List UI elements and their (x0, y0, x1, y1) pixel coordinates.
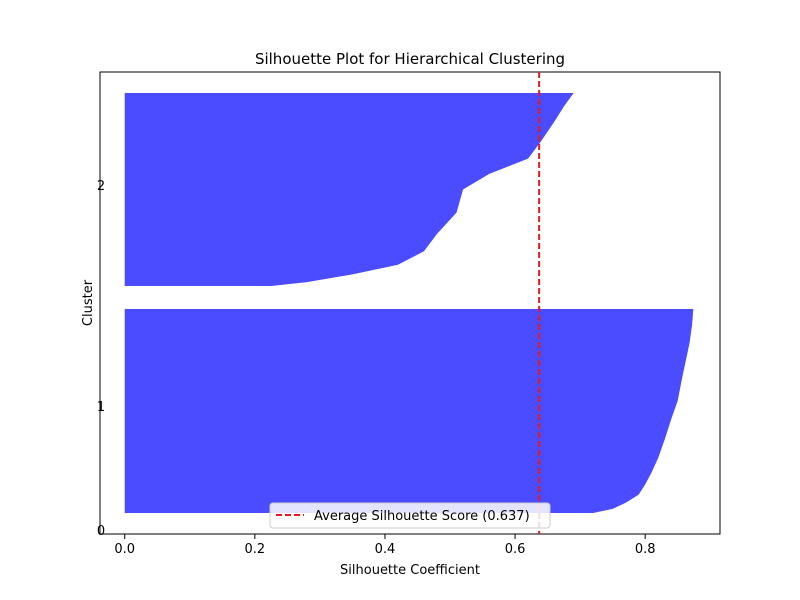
y-tick-label: 0 (97, 524, 105, 539)
legend-box (269, 502, 551, 529)
x-tick-label: 0.4 (375, 542, 396, 557)
x-tick-label: 0.8 (635, 542, 656, 557)
x-tick-label: 0.6 (505, 542, 526, 557)
x-axis-ticks: 0.0 0.2 0.4 0.6 0.8 (114, 534, 656, 557)
legend-label: Average Silhouette Score (0.637) (314, 509, 530, 524)
x-tick-label: 0.2 (244, 542, 265, 557)
cluster-2-area (124, 93, 574, 286)
cluster-areas (124, 93, 694, 513)
x-tick-label: 0.0 (114, 542, 135, 557)
axes-frame (99, 71, 721, 535)
cluster-1-area (124, 309, 694, 513)
y-tick-label: 2 (97, 179, 105, 194)
y-tick-label: 1 (97, 400, 105, 415)
chart-title: Silhouette Plot for Hierarchical Cluster… (255, 50, 565, 68)
legend: Average Silhouette Score (0.637) (269, 502, 551, 529)
plot-area (99, 71, 721, 535)
x-axis-label: Silhouette Coefficient (340, 563, 480, 578)
y-axis-ticks: 0 1 2 (97, 179, 105, 539)
y-axis-label: Cluster (81, 279, 96, 326)
